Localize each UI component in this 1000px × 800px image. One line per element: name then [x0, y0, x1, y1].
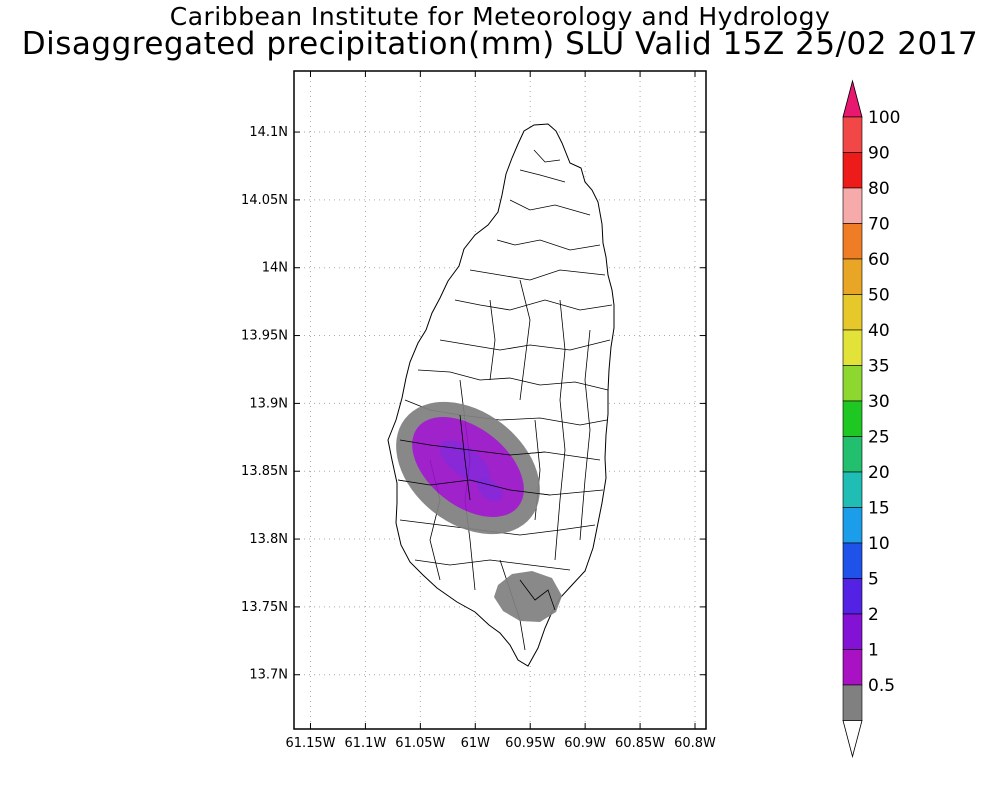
- precip-contour-0.5mm-se: [494, 571, 562, 622]
- colorbar-bottom-arrow: [842, 720, 863, 759]
- lat-tick-label: 14.05N: [241, 193, 288, 208]
- lon-tick-label: 61.15W: [285, 736, 335, 751]
- colorbar-label: 15: [868, 499, 890, 519]
- lon-tick-label: 61.05W: [395, 736, 445, 751]
- colorbar-label: 100: [868, 108, 900, 128]
- colorbar-label: 5: [868, 570, 879, 590]
- colorbar-swatch: [842, 294, 863, 331]
- colorbar-label: 2: [868, 605, 879, 625]
- lat-tick-label: 13.7N: [249, 668, 288, 683]
- colorbar-swatch: [842, 471, 863, 508]
- lon-tick-label: 60.8W: [674, 736, 716, 751]
- plot-frame: [293, 70, 707, 730]
- colorbar-swatch: [842, 365, 863, 402]
- chart-subtitle: Disaggregated precipitation(mm) SLU Vali…: [21, 26, 979, 62]
- lat-tick-label: 14.1N: [249, 125, 288, 140]
- lon-tick-label: 60.95W: [505, 736, 555, 751]
- colorbar-swatch: [842, 684, 863, 721]
- lon-tick-label: 60.85W: [615, 736, 665, 751]
- colorbar-label: 50: [868, 286, 890, 306]
- colorbar-label: 35: [868, 357, 890, 377]
- colorbar-label: 1: [868, 641, 879, 661]
- colorbar-swatch: [842, 507, 863, 544]
- colorbar-swatch: [842, 116, 863, 153]
- colorbar-swatch: [842, 223, 863, 260]
- colorbar-label: 80: [868, 179, 890, 199]
- colorbar-label: 40: [868, 321, 890, 341]
- colorbar-swatch: [842, 187, 863, 224]
- colorbar-label: 90: [868, 144, 890, 164]
- precip-contour-2mm-b: [477, 478, 503, 502]
- colorbar-swatch: [842, 613, 863, 650]
- lon-tick-label: 61.1W: [345, 736, 387, 751]
- colorbar: [842, 79, 863, 759]
- colorbar-label: 60: [868, 250, 890, 270]
- colorbar-label: 20: [868, 463, 890, 483]
- lat-tick-label: 13.9N: [249, 396, 288, 411]
- axis-ticks: [294, 71, 706, 729]
- colorbar-label: 30: [868, 392, 890, 412]
- lon-tick-label: 61W: [461, 736, 491, 751]
- lat-tick-label: 13.95N: [241, 329, 288, 344]
- colorbar-swatch: [842, 329, 863, 366]
- chart-title: Caribbean Institute for Meteorology and …: [169, 2, 831, 31]
- lat-tick-label: 13.75N: [241, 600, 288, 615]
- precip-area-central-west: [396, 401, 540, 535]
- lat-tick-label: 14N: [262, 261, 288, 276]
- colorbar-swatch: [842, 258, 863, 295]
- colorbar-label: 0.5: [868, 676, 895, 696]
- lat-tick-label: 13.8N: [249, 532, 288, 547]
- overlay-lines: [397, 414, 556, 611]
- colorbar-swatch: [842, 400, 863, 437]
- colorbar-swatch: [842, 578, 863, 615]
- colorbar-swatch: [842, 436, 863, 473]
- colorbar-label: 70: [868, 215, 890, 235]
- colorbar-swatch: [842, 649, 863, 686]
- precip-area-south-east: [494, 571, 562, 622]
- colorbar-swatch: [842, 542, 863, 579]
- colorbar-label: 25: [868, 428, 890, 448]
- colorbar-swatch: [842, 152, 863, 189]
- colorbar-label: 10: [868, 534, 890, 554]
- colorbar-top-arrow: [842, 79, 863, 118]
- lat-tick-label: 13.85N: [241, 464, 288, 479]
- lon-tick-label: 60.9W: [564, 736, 606, 751]
